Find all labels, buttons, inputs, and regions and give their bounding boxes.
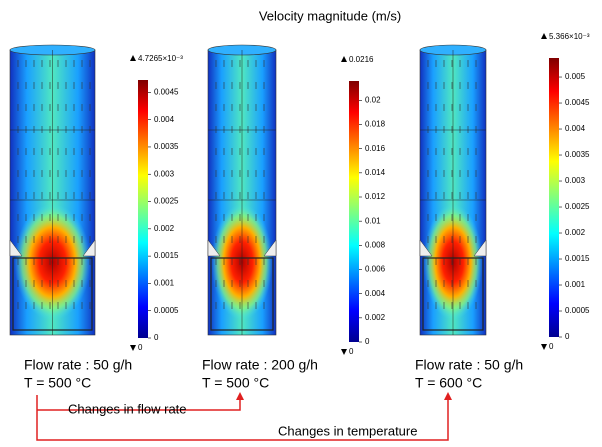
funnel: [9, 239, 96, 257]
colorbar-tick-label: 0.012: [365, 192, 386, 201]
caption: Flow rate : 50 g/h: [24, 357, 132, 373]
max-marker: [130, 55, 136, 61]
annotation: Changes in flow rate: [68, 401, 187, 416]
annotation: Changes in temperature: [278, 423, 417, 438]
colorbar-max: 5.366×10⁻³: [549, 32, 590, 41]
colorbar: [138, 80, 148, 338]
max-marker: [341, 56, 347, 62]
title: Velocity magnitude (m/s): [259, 8, 401, 23]
funnel: [207, 239, 277, 257]
colorbar-tick-label: 0.014: [365, 168, 386, 177]
colorbar: [549, 58, 559, 337]
colorbar-tick-label: 0: [365, 337, 370, 346]
colorbar-max: 0.0216: [349, 55, 374, 64]
colorbar-tick-label: 0.004: [365, 289, 386, 298]
colorbar-tick-label: 0.016: [365, 144, 386, 153]
basket: [210, 257, 274, 331]
colorbar-tick-label: 0.002: [365, 313, 386, 322]
colorbar: [349, 81, 359, 342]
colorbar-tick-label: 0.0025: [154, 197, 179, 206]
colorbar-tick-label: 0.004: [154, 115, 175, 124]
colorbar-tick-label: 0.008: [365, 240, 386, 249]
min-marker: [130, 345, 136, 351]
colorbar-tick-label: 0.006: [365, 265, 386, 274]
funnel: [419, 239, 487, 257]
colorbar-tick-label: 0.0035: [565, 150, 590, 159]
colorbar-tick-label: 0: [154, 333, 159, 342]
colorbar-max: 4.7265×10⁻³: [138, 54, 183, 63]
basket: [12, 257, 93, 331]
colorbar-tick-label: 0.0025: [565, 202, 590, 211]
colorbar-tick-label: 0.0015: [154, 251, 179, 260]
colorbar-tick-label: 0.001: [565, 280, 586, 289]
colorbar-min: 0: [138, 343, 143, 352]
caption: T = 500 °C: [202, 375, 269, 391]
arrows: [36, 392, 452, 441]
colorbar-tick-label: 0.018: [365, 120, 386, 129]
colorbar-tick-label: 0.003: [154, 169, 175, 178]
colorbar-min: 0: [549, 342, 554, 351]
colorbar-tick-label: 0.005: [565, 72, 586, 81]
caption: T = 500 °C: [24, 375, 91, 391]
colorbar-tick-label: 0.0045: [565, 98, 590, 107]
max-marker: [541, 33, 547, 39]
colorbar-tick-label: 0.002: [154, 224, 175, 233]
colorbar-tick-label: 0.0045: [154, 87, 179, 96]
colorbar-tick-label: 0.001: [154, 279, 175, 288]
caption: Flow rate : 200 g/h: [202, 357, 318, 373]
colorbar-tick-label: 0.003: [565, 176, 586, 185]
caption: Flow rate : 50 g/h: [415, 357, 523, 373]
colorbar-tick-label: 0.0035: [154, 142, 179, 151]
basket: [422, 257, 484, 331]
colorbar-tick-label: 0.02: [365, 95, 381, 104]
colorbar-tick-label: 0.002: [565, 228, 586, 237]
caption: T = 600 °C: [415, 375, 482, 391]
colorbar-tick-label: 0.004: [565, 124, 586, 133]
colorbar-tick-label: 0.01: [365, 216, 381, 225]
colorbar-tick-label: 0.0015: [565, 254, 590, 263]
colorbar-tick-label: 0.0005: [154, 306, 179, 315]
colorbar-min: 0: [349, 347, 354, 356]
colorbar-tick-label: 0.0005: [565, 306, 590, 315]
min-marker: [541, 344, 547, 350]
min-marker: [341, 349, 347, 355]
colorbar-tick-label: 0: [565, 332, 570, 341]
